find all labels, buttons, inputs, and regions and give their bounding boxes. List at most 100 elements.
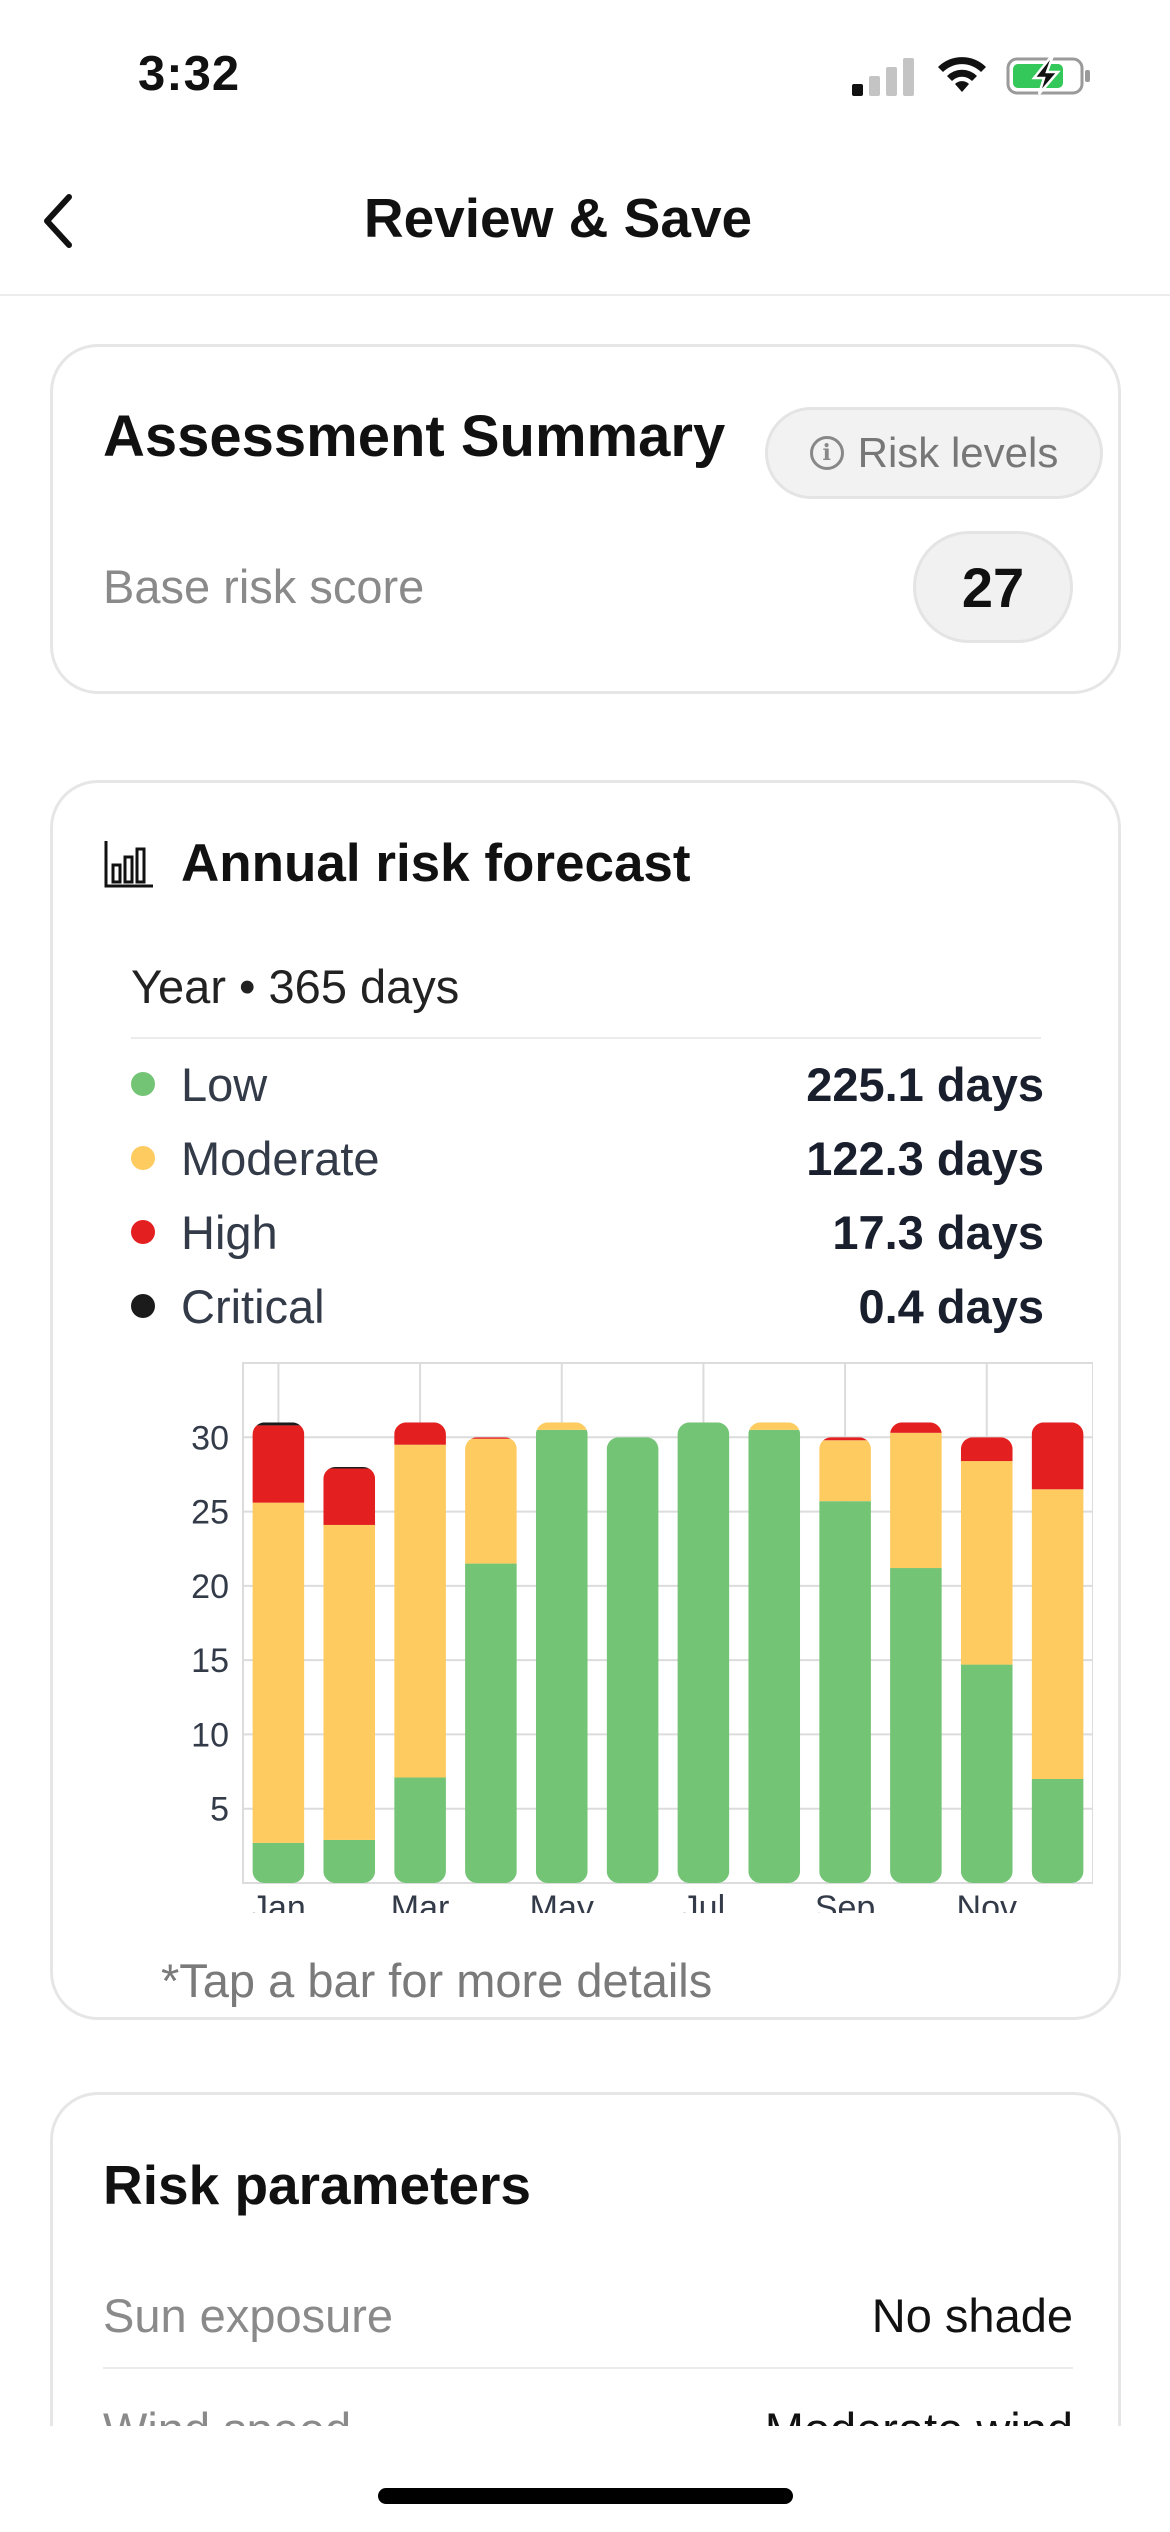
legend-row-high: High 17.3 days <box>131 1195 1044 1269</box>
bottom-safe-area <box>0 2426 1170 2532</box>
risk-levels-label: Risk levels <box>857 429 1059 476</box>
bar-segment-high <box>890 1422 942 1433</box>
bar-feb[interactable] <box>323 1467 376 1883</box>
legend-label: Low <box>181 1057 268 1111</box>
param-value: No shade <box>871 2288 1073 2342</box>
legend-row-critical: Critical 0.4 days <box>131 1269 1044 1343</box>
bar-segment-moderate <box>252 1502 305 1843</box>
page-title: Review & Save <box>363 187 753 249</box>
bar-segment-low <box>465 1563 517 1883</box>
bar-segment-high <box>394 1422 446 1445</box>
bar-dec[interactable] <box>1031 1422 1084 1883</box>
x-tick-label: Sep <box>815 1889 876 1913</box>
bar-segment-low <box>748 1429 801 1883</box>
bar-segment-high <box>465 1437 517 1439</box>
y-tick-label: 10 <box>191 1716 229 1754</box>
legend-dot-moderate <box>131 1146 155 1170</box>
legend-dot-high <box>131 1220 155 1244</box>
y-tick-label: 15 <box>191 1642 229 1680</box>
legend-label: Moderate <box>181 1131 380 1185</box>
assessment-summary-card: Assessment Summary i Risk levels Base ri… <box>50 344 1121 694</box>
bar-chart-icon <box>104 841 153 888</box>
bar-segment-moderate <box>748 1422 801 1430</box>
bar-segment-low <box>252 1842 305 1883</box>
legend-dot-low <box>131 1072 155 1096</box>
bar-may[interactable] <box>535 1422 588 1883</box>
legend-value: 0.4 days <box>858 1279 1044 1333</box>
bar-jun[interactable] <box>606 1437 659 1883</box>
legend-row-low: Low 225.1 days <box>131 1047 1044 1121</box>
bar-aug[interactable] <box>748 1422 801 1883</box>
bar-segment-low <box>819 1501 871 1883</box>
bar-segment-low <box>890 1568 942 1883</box>
status-bar: 3:32 <box>0 0 1170 150</box>
bar-jul[interactable] <box>677 1422 730 1883</box>
bar-mar[interactable] <box>394 1422 446 1883</box>
legend-value: 122.3 days <box>806 1131 1044 1185</box>
legend-label: High <box>181 1205 278 1259</box>
bar-segment-high <box>819 1437 871 1441</box>
wifi-icon <box>938 57 986 92</box>
forecast-title: Annual risk forecast <box>181 834 691 893</box>
bar-segment-moderate <box>960 1461 1013 1665</box>
bar-oct[interactable] <box>890 1422 942 1883</box>
bar-segment-high <box>252 1425 305 1503</box>
x-tick-label: Mar <box>391 1889 450 1913</box>
x-tick-label: Jan <box>251 1889 306 1913</box>
x-tick-label: May <box>530 1889 594 1913</box>
y-tick-label: 20 <box>191 1568 229 1606</box>
bar-segment-low <box>677 1422 730 1883</box>
legend-row-moderate: Moderate 122.3 days <box>131 1121 1044 1195</box>
x-tick-label: Nov <box>957 1889 1017 1913</box>
bar-segment-critical <box>252 1422 305 1426</box>
navigation-bar: Review & Save <box>0 150 1170 296</box>
bar-segment-moderate <box>394 1444 446 1778</box>
y-tick-label: 5 <box>210 1791 229 1829</box>
legend-label: Critical <box>181 1279 325 1333</box>
tap-hint: *Tap a bar for more details <box>161 1954 713 2007</box>
bar-segment-high <box>960 1437 1013 1462</box>
bar-segment-moderate <box>465 1438 517 1564</box>
param-label: Sun exposure <box>103 2288 394 2342</box>
bar-segment-high <box>1031 1422 1084 1490</box>
risk-forecast-chart[interactable]: 5 10 15 20 25 30 Jan Mar May Jul Sep Nov <box>103 1353 1093 1913</box>
bar-sep[interactable] <box>819 1437 871 1883</box>
base-risk-score-badge: 27 <box>913 531 1073 643</box>
y-tick-label: 30 <box>191 1419 229 1457</box>
bar-segment-low <box>394 1777 446 1883</box>
risk-levels-button[interactable]: i Risk levels <box>765 407 1103 499</box>
chart-frame <box>242 1362 1093 1884</box>
bar-segment-low <box>1031 1779 1084 1883</box>
bar-segment-low <box>606 1437 659 1883</box>
bar-segment-low <box>323 1839 376 1883</box>
legend-value: 17.3 days <box>832 1205 1044 1259</box>
param-row-sun-exposure: Sun exposure No shade <box>103 2265 1073 2365</box>
bar-apr[interactable] <box>465 1437 517 1883</box>
bar-segment-moderate <box>819 1440 871 1502</box>
info-icon: i <box>809 436 844 470</box>
cellular-signal-icon <box>852 58 914 96</box>
back-button[interactable] <box>28 186 88 256</box>
bar-jan[interactable] <box>252 1422 305 1883</box>
legend-dot-critical <box>131 1294 155 1318</box>
bar-segment-high <box>323 1468 376 1525</box>
x-tick-label: Jul <box>682 1889 725 1913</box>
bar-segment-moderate <box>1031 1489 1084 1779</box>
bar-segment-moderate <box>535 1422 588 1430</box>
bar-nov[interactable] <box>960 1437 1013 1883</box>
summary-title: Assessment Summary <box>103 404 726 469</box>
bar-segment-low <box>535 1429 588 1883</box>
params-title: Risk parameters <box>103 2154 532 2216</box>
home-indicator <box>378 2488 793 2504</box>
base-risk-label: Base risk score <box>103 560 425 613</box>
divider <box>103 2367 1073 2369</box>
chevron-left-icon <box>44 194 72 248</box>
battery-charging-icon <box>1006 56 1090 95</box>
y-tick-label: 25 <box>191 1494 229 1532</box>
forecast-period: Year • 365 days <box>131 960 460 1013</box>
status-time: 3:32 <box>138 47 241 101</box>
bar-segment-critical <box>323 1467 376 1469</box>
bar-segment-moderate <box>890 1432 942 1569</box>
bar-segment-low <box>960 1664 1013 1883</box>
bar-segment-moderate <box>323 1524 376 1840</box>
